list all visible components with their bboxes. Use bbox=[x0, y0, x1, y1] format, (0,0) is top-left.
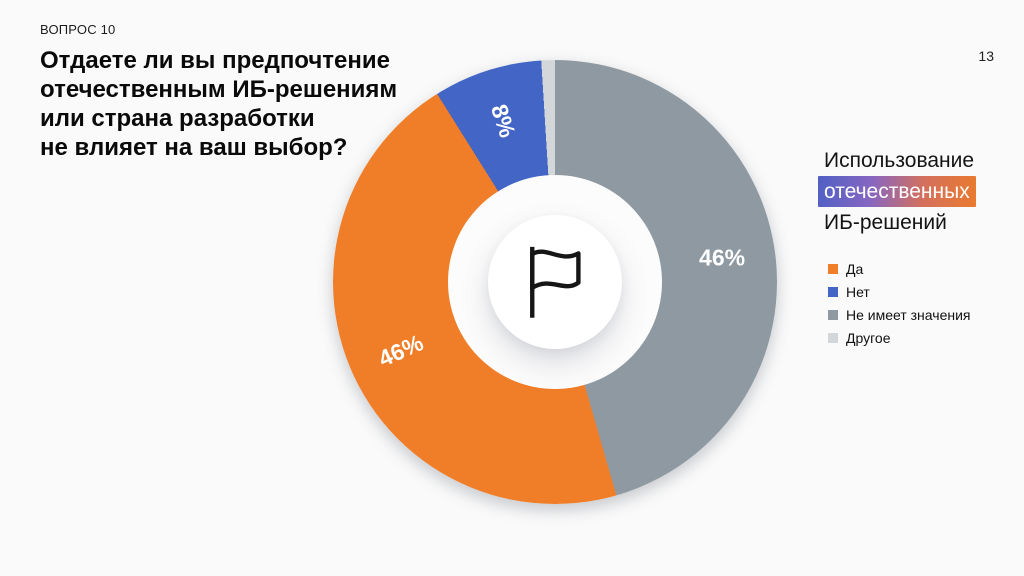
legend-swatch bbox=[828, 310, 838, 320]
chart-legend: Да Нет Не имеет значения Другое bbox=[824, 261, 1022, 346]
legend-item: Да bbox=[828, 261, 1022, 277]
slide-title-line: не влияет на ваш выбор? bbox=[40, 134, 348, 161]
center-badge bbox=[488, 215, 622, 349]
legend-swatch bbox=[828, 333, 838, 343]
page-number: 13 bbox=[978, 48, 994, 64]
title-block: ВОПРОС 10 Отдаете ли вы предпочтение оте… bbox=[40, 22, 397, 162]
legend-item: Нет bbox=[828, 284, 1022, 300]
slide-title-line: или страна разработки bbox=[40, 105, 315, 132]
legend-swatch bbox=[828, 264, 838, 274]
legend-title-line: Использование bbox=[824, 149, 975, 172]
slide-title-line: Отдаете ли вы предпочтение bbox=[40, 47, 391, 74]
legend-title-line: ИБ-решений bbox=[824, 211, 947, 234]
segment-label: 46% bbox=[699, 244, 746, 271]
flag-icon bbox=[530, 246, 581, 318]
donut-chart: 46% 8% 46% bbox=[333, 60, 777, 504]
legend-label: Нет bbox=[846, 284, 870, 300]
legend-title: Использование отечественных ИБ-решений bbox=[818, 146, 1022, 237]
slide-title-line: отечественным ИБ-решениям bbox=[40, 76, 398, 103]
legend-item: Не имеет значения bbox=[828, 307, 1022, 323]
slide-title: Отдаете ли вы предпочтение отечественным… bbox=[40, 46, 397, 162]
legend-item: Другое bbox=[828, 330, 1022, 346]
legend-label: Да bbox=[846, 261, 864, 277]
right-panel: Использование отечественных ИБ-решений Д… bbox=[818, 146, 1022, 353]
legend-label: Другое bbox=[846, 330, 891, 346]
legend-title-highlight: отечественных bbox=[818, 176, 976, 207]
legend-label: Не имеет значения bbox=[846, 307, 971, 323]
legend-swatch bbox=[828, 287, 838, 297]
question-number: ВОПРОС 10 bbox=[40, 22, 116, 37]
